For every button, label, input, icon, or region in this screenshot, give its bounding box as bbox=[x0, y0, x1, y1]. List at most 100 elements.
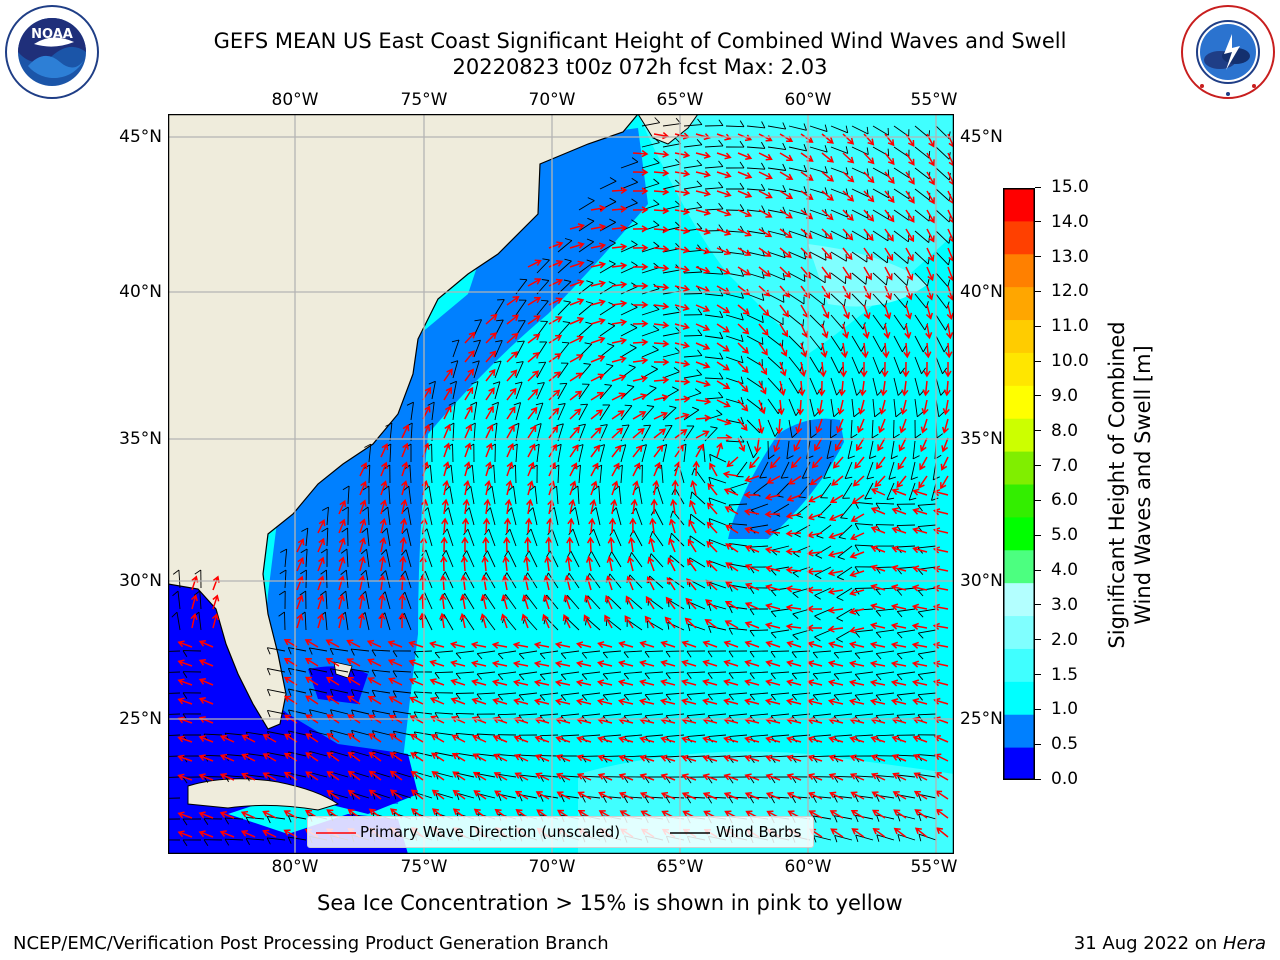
wave-direction-arrow bbox=[632, 357, 649, 365]
wind-barb bbox=[476, 733, 496, 736]
wave-direction-arrow bbox=[408, 640, 424, 648]
wave-direction-arrow bbox=[632, 244, 649, 252]
wave-direction-arrow bbox=[440, 555, 448, 572]
wave-direction-arrow bbox=[695, 380, 711, 388]
wave-direction-arrow bbox=[788, 475, 802, 485]
wave-direction-arrow bbox=[724, 620, 739, 629]
wind-barb bbox=[477, 773, 496, 778]
wave-direction-arrow bbox=[884, 171, 895, 185]
wave-direction-arrow bbox=[604, 614, 613, 629]
wind-barb bbox=[326, 569, 328, 589]
wind-barb bbox=[623, 755, 643, 758]
wave-direction-arrow bbox=[903, 342, 911, 359]
wind-barb-feather bbox=[895, 411, 902, 418]
wind-barb bbox=[372, 730, 391, 736]
wind-barb-feather bbox=[406, 401, 414, 406]
wind-barb bbox=[830, 293, 845, 307]
wind-barb bbox=[746, 167, 766, 170]
wind-barb bbox=[536, 361, 547, 379]
wave-direction-arrow bbox=[450, 697, 466, 705]
wind-barb bbox=[759, 461, 769, 479]
wave-direction-arrow bbox=[893, 809, 907, 819]
wave-direction-arrow bbox=[653, 428, 667, 439]
wave-direction-arrow bbox=[305, 752, 319, 762]
wind-barb bbox=[410, 422, 413, 442]
wave-direction-arrow bbox=[506, 406, 516, 420]
wind-barb-feather bbox=[917, 411, 924, 418]
wave-direction-arrow bbox=[431, 771, 445, 781]
wind-barb-feather bbox=[539, 674, 546, 681]
wind-barb bbox=[788, 209, 807, 216]
wind-barb bbox=[886, 482, 895, 500]
wave-direction-arrow bbox=[899, 418, 907, 434]
wind-barb-feather bbox=[602, 694, 609, 701]
wave-direction-arrow bbox=[723, 735, 739, 744]
wave-direction-arrow bbox=[765, 735, 781, 744]
wave-direction-arrow bbox=[632, 320, 649, 328]
colorbar-tick-text: 12.0 bbox=[1051, 281, 1089, 302]
wave-direction-arrow bbox=[586, 536, 595, 553]
wave-direction-arrow bbox=[618, 773, 634, 781]
wind-barb-feather bbox=[854, 815, 859, 823]
colorbar-tick-label: 8.0 bbox=[1035, 421, 1078, 441]
wave-direction-arrow bbox=[815, 418, 823, 434]
wind-barb-feather bbox=[573, 464, 581, 469]
wind-barb bbox=[598, 485, 601, 505]
wave-direction-arrow bbox=[725, 543, 739, 553]
wave-direction-arrow bbox=[177, 811, 193, 819]
wind-barb bbox=[876, 692, 895, 696]
wave-direction-arrow bbox=[527, 333, 541, 344]
wind-barb-feather bbox=[623, 673, 629, 680]
wave-direction-arrow bbox=[926, 228, 935, 243]
wave-direction-arrow bbox=[869, 698, 886, 706]
lat-tick-left-35n: 35°N bbox=[119, 429, 162, 449]
lat-tick-left-40n: 40°N bbox=[119, 282, 162, 302]
wind-barb bbox=[444, 592, 454, 610]
wind-barb bbox=[514, 464, 517, 484]
wind-barb-feather bbox=[696, 369, 703, 376]
wind-barb bbox=[792, 587, 811, 594]
wave-direction-arrow bbox=[304, 639, 319, 648]
wind-barb bbox=[456, 671, 475, 674]
wind-barb-feather bbox=[434, 692, 440, 700]
wind-barb-feather bbox=[931, 497, 939, 501]
wave-direction-arrow bbox=[765, 678, 781, 687]
wave-direction-arrow bbox=[724, 600, 739, 610]
wind-barb-feather bbox=[542, 258, 550, 261]
wind-barb bbox=[599, 221, 616, 232]
wind-barb-feather bbox=[266, 837, 271, 845]
wind-barb bbox=[854, 587, 874, 589]
wind-barb-feather bbox=[340, 548, 348, 554]
wind-barb-feather bbox=[902, 345, 907, 353]
wave-direction-arrow bbox=[705, 599, 718, 610]
wave-direction-arrow bbox=[758, 380, 767, 395]
wind-barb-feather bbox=[922, 345, 928, 353]
wave-direction-arrow bbox=[902, 361, 910, 378]
wave-direction-arrow bbox=[695, 170, 712, 178]
wave-direction-arrow bbox=[821, 171, 835, 182]
wave-direction-arrow bbox=[681, 791, 697, 800]
wind-barb bbox=[198, 612, 202, 631]
wind-barb bbox=[830, 209, 848, 218]
wind-barb-feather bbox=[900, 367, 905, 375]
wave-direction-arrow bbox=[785, 547, 802, 556]
wave-direction-arrow bbox=[674, 207, 691, 216]
colorbar-cell bbox=[1003, 188, 1035, 222]
colorbar-tick-label: 0.5 bbox=[1035, 734, 1078, 754]
wind-barb bbox=[351, 709, 370, 715]
wave-direction-arrow bbox=[779, 361, 787, 377]
wind-barb bbox=[372, 791, 391, 799]
wave-direction-arrow bbox=[660, 791, 676, 800]
wind-barb-feather bbox=[896, 653, 903, 660]
wave-direction-arrow bbox=[884, 228, 894, 242]
wind-barb bbox=[351, 689, 370, 694]
wind-barb-feather bbox=[287, 836, 292, 844]
wave-direction-arrow bbox=[632, 411, 647, 420]
wind-barb bbox=[267, 688, 286, 694]
wind-barb-feather bbox=[761, 315, 764, 323]
wave-direction-arrow bbox=[933, 489, 949, 497]
wave-direction-arrow bbox=[863, 209, 875, 222]
wave-direction-arrow bbox=[430, 734, 445, 743]
wave-direction-arrow bbox=[492, 734, 508, 743]
wind-barb bbox=[488, 528, 496, 547]
